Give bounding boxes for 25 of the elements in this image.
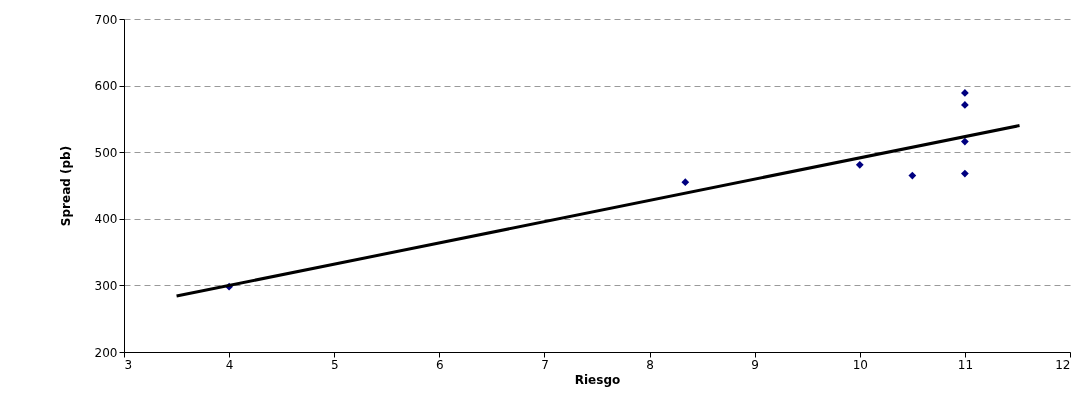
point bbox=[961, 137, 969, 146]
x-tick-label: 7 bbox=[541, 357, 549, 372]
y-tick-label: 200 bbox=[94, 345, 118, 360]
point bbox=[961, 101, 969, 109]
x-tick-label: 3 bbox=[124, 357, 133, 372]
y-axis-title: Spread (pb) bbox=[58, 145, 73, 227]
x-tick-label: 6 bbox=[436, 357, 444, 372]
point bbox=[855, 160, 864, 169]
point bbox=[681, 178, 690, 187]
x-tick-label: 11 bbox=[957, 357, 974, 372]
y-tick-label: 300 bbox=[94, 278, 118, 293]
x-tick-label: 10 bbox=[852, 357, 868, 372]
y-tick-label: 600 bbox=[94, 79, 118, 94]
x-axis-title: Riesgo bbox=[574, 372, 621, 387]
y-tick-label: 500 bbox=[94, 145, 118, 160]
point bbox=[908, 171, 917, 180]
point bbox=[961, 169, 969, 178]
x-tick-label: 9 bbox=[751, 357, 759, 372]
x-tick-label: 5 bbox=[330, 357, 339, 372]
x-tick-label: 4 bbox=[225, 357, 234, 372]
point bbox=[961, 89, 969, 97]
y-tick-label: 700 bbox=[94, 12, 118, 27]
x-tick-label: 12 bbox=[1055, 357, 1071, 372]
x-tick-label: 8 bbox=[646, 357, 654, 372]
y-tick-label: 400 bbox=[94, 212, 118, 227]
